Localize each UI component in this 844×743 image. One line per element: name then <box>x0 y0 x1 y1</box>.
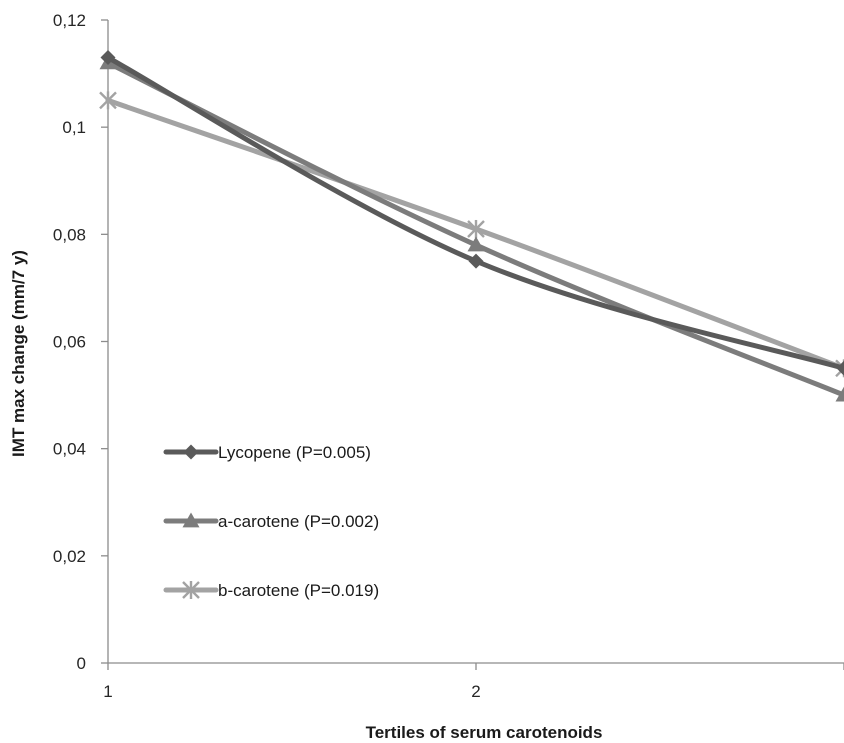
legend-label: Lycopene (P=0.005) <box>218 443 371 462</box>
y-axis-ticks: 0 0,02 0,04 0,06 0,08 0,1 0,12 <box>53 11 108 673</box>
series-1 <box>100 50 844 376</box>
series-layer <box>99 50 844 402</box>
y-tick-label: 0,06 <box>53 333 86 352</box>
legend-marker <box>183 444 199 460</box>
data-point-marker <box>467 219 485 238</box>
data-point-marker <box>836 360 844 376</box>
data-point-marker <box>835 386 844 402</box>
x-tick-label: 2 <box>471 682 480 701</box>
x-axis-title: Tertiles of serum carotenoids <box>366 723 603 742</box>
legend-item: Lycopene (P=0.005) <box>163 443 371 462</box>
y-tick-label: 0,04 <box>53 440 86 459</box>
legend-marker <box>182 581 200 599</box>
legend-item: b-carotene (P=0.019) <box>163 581 379 600</box>
legend-item: a-carotene (P=0.002) <box>163 512 379 531</box>
series-line <box>105 55 844 371</box>
y-tick-label: 0,08 <box>53 225 86 244</box>
legend-label: b-carotene (P=0.019) <box>218 581 379 600</box>
data-point-marker <box>467 236 485 252</box>
data-point-marker <box>100 50 116 66</box>
x-tick-label: 1 <box>103 682 112 701</box>
y-tick-label: 0,02 <box>53 547 86 566</box>
legend-label: a-carotene (P=0.002) <box>218 512 379 531</box>
data-point-marker <box>99 91 117 110</box>
legend: Lycopene (P=0.005) a-carotene (P=0.002) b-… <box>163 443 379 600</box>
legend-marker <box>182 512 200 528</box>
y-tick-label: 0,12 <box>53 11 86 30</box>
y-axis-title: IMT max change (mm/7 y) <box>9 250 28 457</box>
data-point-marker <box>835 359 844 378</box>
y-tick-label: 0,1 <box>62 118 86 137</box>
data-point-marker <box>468 253 484 269</box>
y-tick-label: 0 <box>77 654 86 673</box>
series-3 <box>99 91 844 378</box>
